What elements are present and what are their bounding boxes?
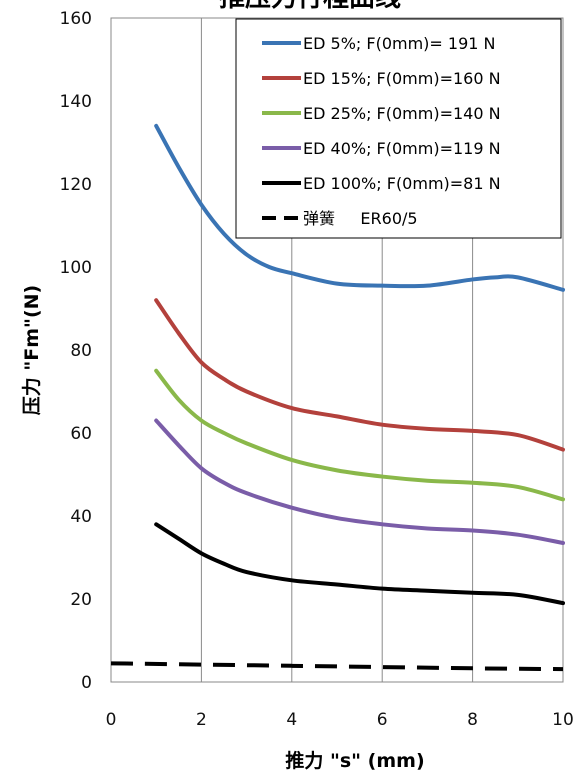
x-tick-label: 10 [552, 710, 574, 730]
chart-title: 推压力行程曲线 [219, 0, 401, 13]
series-line-4 [154, 418, 565, 545]
legend: ED 5%; F(0mm)= 191 N ED 15%; F(0mm)=160 N… [235, 18, 562, 239]
legend-box [235, 18, 562, 239]
y-tick-label: 60 [70, 424, 92, 444]
legend-label-1: ED 5%; F(0mm)= 191 N [303, 34, 496, 53]
y-tick-label: 0 [81, 673, 92, 693]
plot-area [110, 17, 564, 683]
x-tick-label: 4 [286, 710, 297, 730]
series-line-6 [110, 661, 564, 672]
y-axis-ticks: 0 20 40 60 80 100 120 140 160 [60, 9, 92, 693]
series-line-3 [154, 368, 565, 502]
series-lines [110, 123, 565, 672]
y-tick-label: 80 [70, 341, 92, 361]
x-axis-label: 推力 "s" (mm) [285, 749, 424, 772]
y-tick-label: 40 [70, 507, 92, 527]
legend-label-5: ED 100%; F(0mm)=81 N [303, 174, 501, 193]
y-axis-label: 压力 "Fm"(N) [20, 285, 43, 415]
legend-label-3: ED 25%; F(0mm)=140 N [303, 104, 501, 123]
y-tick-label: 120 [60, 175, 92, 195]
y-tick-label: 100 [60, 258, 92, 278]
legend-label-6: 弹簧 ER60/5 [303, 209, 418, 228]
y-tick-label: 160 [60, 9, 92, 29]
x-tick-label: 6 [377, 710, 388, 730]
y-tick-label: 20 [70, 590, 92, 610]
series-line-2 [154, 298, 565, 452]
x-tick-label: 2 [196, 710, 207, 730]
legend-label-4: ED 40%; F(0mm)=119 N [303, 139, 501, 158]
y-tick-label: 140 [60, 92, 92, 112]
legend-label-2: ED 15%; F(0mm)=160 N [303, 69, 501, 88]
x-axis-ticks: 0 2 4 6 8 10 [106, 710, 574, 730]
series-line-1 [154, 123, 565, 292]
x-tick-label: 0 [106, 710, 117, 730]
series-line-5 [154, 522, 565, 606]
x-tick-label: 8 [467, 710, 478, 730]
